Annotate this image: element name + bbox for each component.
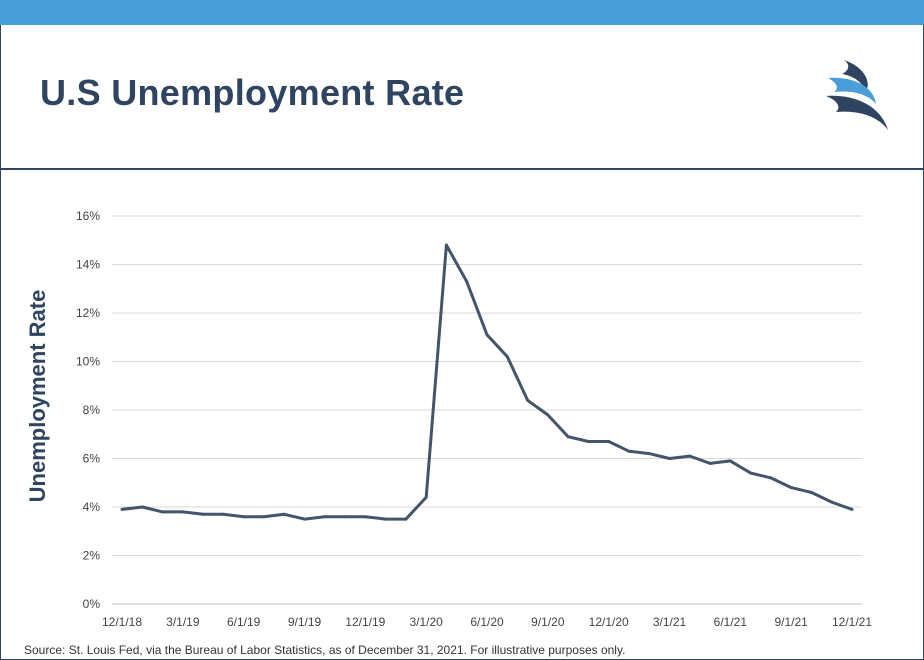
data-point bbox=[647, 452, 651, 456]
source-note: Source: St. Louis Fed, via the Bureau of… bbox=[24, 643, 626, 657]
data-point bbox=[221, 512, 225, 516]
data-point bbox=[749, 471, 753, 475]
page-title: U.S Unemployment Rate bbox=[40, 72, 465, 113]
x-tick-label: 3/1/21 bbox=[653, 615, 687, 629]
x-tick-label: 12/1/18 bbox=[102, 615, 142, 629]
data-point bbox=[688, 454, 692, 458]
data-point bbox=[586, 440, 590, 443]
series-layer bbox=[120, 243, 854, 521]
x-tick-label: 3/1/19 bbox=[166, 615, 200, 629]
data-point bbox=[444, 243, 448, 247]
data-point bbox=[343, 515, 347, 519]
x-tick-label: 12/1/21 bbox=[832, 615, 872, 629]
y-tick-label: 16% bbox=[76, 209, 100, 223]
data-point bbox=[789, 486, 793, 490]
x-tick-label: 9/1/21 bbox=[774, 615, 808, 629]
y-tick-label: 10% bbox=[76, 355, 100, 369]
y-tick-labels: 0% 2% 4% 6% 8% 10% 12% 14% 16% bbox=[76, 209, 100, 611]
data-point bbox=[282, 512, 286, 516]
data-point bbox=[262, 515, 266, 519]
data-point bbox=[384, 517, 388, 521]
data-point bbox=[303, 517, 306, 521]
data-point bbox=[566, 435, 570, 439]
data-point bbox=[728, 459, 732, 463]
y-tick-label: 0% bbox=[83, 597, 101, 611]
data-point bbox=[161, 510, 165, 514]
unemployment-series-line bbox=[121, 243, 853, 521]
data-point bbox=[830, 500, 834, 504]
data-point bbox=[627, 449, 631, 453]
data-point bbox=[323, 515, 327, 519]
y-tick-label: 12% bbox=[76, 306, 100, 320]
data-point bbox=[668, 457, 671, 460]
data-point bbox=[850, 507, 854, 511]
data-point bbox=[404, 517, 408, 521]
x-tick-label: 6/1/19 bbox=[227, 615, 261, 629]
gridlines bbox=[112, 215, 862, 605]
y-tick-label: 2% bbox=[83, 549, 101, 563]
x-tick-label: 9/1/20 bbox=[531, 615, 565, 629]
y-tick-label: 8% bbox=[83, 403, 101, 417]
header-divider bbox=[0, 168, 924, 170]
data-point bbox=[424, 495, 428, 499]
data-point bbox=[505, 355, 509, 359]
data-point bbox=[140, 505, 144, 509]
data-point bbox=[546, 413, 550, 417]
x-tick-label: 6/1/20 bbox=[470, 615, 504, 629]
data-point bbox=[769, 476, 773, 480]
y-tick-label: 4% bbox=[83, 500, 101, 514]
data-point bbox=[120, 507, 124, 511]
data-point bbox=[201, 512, 205, 516]
data-point bbox=[809, 490, 813, 494]
x-tick-label: 9/1/19 bbox=[288, 615, 322, 629]
data-point bbox=[607, 440, 611, 443]
x-tick-labels: 12/1/18 3/1/19 6/1/19 9/1/19 12/1/19 3/1/20 6/… bbox=[102, 615, 872, 629]
data-point bbox=[708, 461, 712, 465]
data-point bbox=[181, 510, 185, 514]
wave-logo-icon bbox=[826, 60, 888, 130]
data-point bbox=[242, 515, 246, 519]
data-point bbox=[485, 333, 489, 337]
data-point bbox=[465, 280, 469, 283]
data-point bbox=[526, 398, 530, 402]
x-tick-label: 12/1/20 bbox=[589, 615, 629, 629]
y-tick-label: 6% bbox=[83, 452, 101, 466]
data-point bbox=[363, 515, 367, 519]
x-tick-label: 6/1/21 bbox=[714, 615, 748, 629]
x-tick-label: 12/1/19 bbox=[345, 615, 385, 629]
x-tick-label: 3/1/20 bbox=[409, 615, 443, 629]
top-accent-bar bbox=[0, 0, 924, 25]
y-tick-label: 14% bbox=[76, 258, 100, 272]
